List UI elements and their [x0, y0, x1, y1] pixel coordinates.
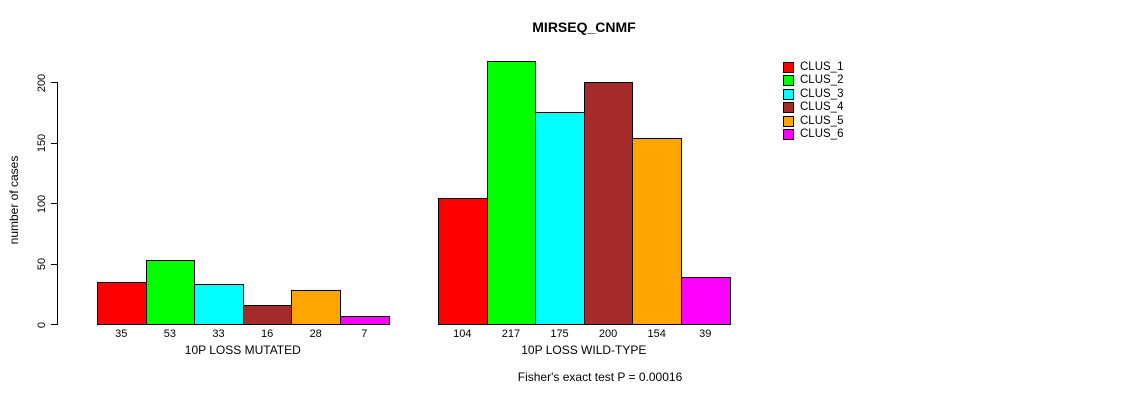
bar-value-label: 104 [453, 328, 472, 340]
legend-swatch [783, 75, 794, 87]
bar-value-label: 53 [163, 328, 177, 340]
bar-clus_4-group2 [583, 82, 634, 325]
bar-clus_1-group1 [97, 281, 147, 325]
bar-value-label: 39 [699, 328, 712, 340]
y-tick-label: 200 [36, 73, 48, 92]
y-tick-label: 150 [36, 133, 48, 153]
bar-value-label: 35 [115, 328, 128, 340]
annotation-text: Fisher's exact test P = 0.00016 [517, 370, 683, 384]
legend-swatch [783, 102, 794, 114]
bar-value-label: 28 [309, 328, 322, 340]
chart-title: MIRSEQ_CNMF [532, 19, 636, 35]
y-tick [51, 82, 57, 83]
legend-label: CLUS_2 [800, 74, 844, 87]
y-tick-label: 50 [36, 257, 48, 271]
bar-clus_5-group2 [632, 137, 682, 325]
category-label-1: 10P LOSS MUTATED [184, 343, 301, 357]
bar-clus_3-group2 [535, 112, 585, 325]
y-axis-line [57, 82, 58, 325]
bar-value-label: 217 [501, 328, 521, 340]
bar-value-label: 33 [212, 328, 225, 340]
bar-clus_1-group2 [438, 198, 488, 325]
bar-clus_2-group1 [145, 259, 196, 325]
category-label-2: 10P LOSS WILD-TYPE [521, 343, 647, 357]
legend-label: CLUS_4 [800, 101, 844, 114]
bar-value-label: 154 [647, 328, 666, 340]
y-tick [51, 142, 57, 144]
bar-clus_4-group1 [242, 304, 293, 325]
y-tick [51, 324, 57, 325]
y-tick-label: 100 [36, 194, 48, 213]
bar-clus_2-group2 [486, 61, 537, 325]
bar-value-label: 200 [598, 328, 618, 340]
legend-swatch [783, 115, 794, 127]
legend-swatch [783, 62, 794, 73]
legend-swatch [783, 88, 794, 100]
bar-clus_6-group2 [681, 276, 731, 325]
y-tick [51, 263, 57, 265]
bar-value-label: 175 [550, 328, 569, 340]
bar-value-label: 7 [361, 328, 368, 340]
legend-label: CLUS_1 [800, 61, 844, 73]
bar-clus_3-group1 [194, 284, 244, 325]
bar-clus_5-group1 [291, 290, 341, 325]
legend-label: CLUS_3 [800, 87, 844, 100]
bar-value-label: 16 [260, 328, 274, 340]
y-tick [51, 203, 57, 204]
legend-label: CLUS_5 [800, 114, 844, 127]
legend-swatch [783, 129, 794, 140]
y-tick-label: 0 [36, 321, 48, 328]
legend-label: CLUS_6 [800, 128, 844, 140]
y-axis-label: number of cases [7, 155, 21, 245]
bar-clus_6-group1 [340, 315, 390, 325]
